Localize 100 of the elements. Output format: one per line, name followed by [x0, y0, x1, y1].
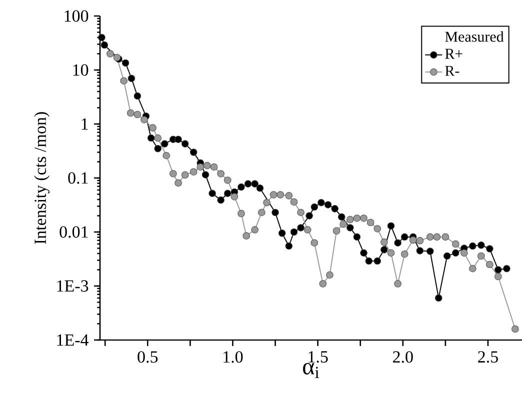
point: [434, 294, 442, 302]
point: [442, 233, 450, 241]
point: [346, 224, 354, 232]
point: [340, 220, 347, 228]
point: [346, 216, 354, 224]
point: [478, 252, 485, 260]
point: [174, 179, 182, 187]
point: [426, 248, 434, 255]
point: [258, 208, 266, 216]
point: [122, 59, 130, 67]
point: [190, 148, 198, 156]
y-tick-label: 1E-3: [57, 280, 88, 292]
point: [360, 214, 368, 222]
point: [134, 110, 142, 118]
y-tick-label: 10: [73, 64, 88, 76]
point: [353, 214, 361, 222]
point: [494, 272, 502, 280]
point: [433, 233, 441, 241]
point: [297, 224, 304, 232]
y-tick-label: 1: [82, 118, 88, 130]
point: [380, 246, 388, 254]
point: [319, 280, 327, 288]
point: [353, 233, 361, 241]
point: [374, 257, 382, 265]
point: [460, 249, 468, 257]
point: [338, 213, 346, 221]
point: [244, 180, 252, 188]
point: [469, 264, 476, 272]
point: [297, 208, 304, 216]
point: [409, 236, 417, 244]
point: [217, 196, 224, 204]
point: [190, 168, 198, 176]
point: [416, 247, 424, 254]
point: [181, 140, 189, 148]
point: [366, 218, 374, 226]
y-axis-title: Intensity (cts /mon): [34, 112, 50, 244]
point: [512, 325, 519, 333]
point: [278, 230, 286, 237]
point: [469, 242, 476, 250]
point: [174, 136, 182, 143]
point: [310, 203, 318, 211]
point: [147, 134, 155, 142]
y-tick-label: 100: [64, 10, 88, 22]
point: [251, 226, 258, 234]
legend-title: Measured: [445, 31, 504, 42]
point: [494, 266, 502, 274]
point: [387, 249, 395, 257]
point: [238, 210, 245, 218]
point: [416, 237, 424, 244]
point: [486, 260, 494, 268]
point: [478, 242, 485, 249]
x-tick-label: 1.0: [224, 351, 243, 363]
point: [270, 191, 278, 198]
point: [128, 74, 136, 82]
point: [140, 116, 148, 124]
point: [134, 92, 142, 100]
point: [285, 242, 293, 250]
point: [272, 208, 279, 216]
y-tick-label: 0.01: [60, 226, 88, 238]
point: [360, 249, 368, 257]
point: [443, 252, 451, 260]
point: [276, 191, 284, 198]
x-tick-label: 0.5: [138, 351, 158, 363]
point: [106, 50, 114, 58]
point: [387, 222, 395, 230]
point: [256, 184, 264, 192]
point: [210, 163, 218, 171]
point: [98, 34, 106, 42]
point: [365, 257, 373, 265]
point: [486, 245, 494, 252]
point: [251, 180, 258, 188]
point: [204, 162, 211, 170]
point: [238, 183, 245, 191]
point: [400, 250, 408, 258]
point: [324, 201, 332, 208]
point: [154, 144, 162, 152]
point: [331, 205, 338, 212]
point: [290, 228, 298, 236]
point: [503, 264, 510, 272]
point: [217, 170, 224, 178]
point: [326, 271, 334, 279]
point: [374, 225, 382, 232]
point: [230, 193, 238, 200]
point: [304, 226, 312, 234]
point: [318, 198, 325, 206]
point: [120, 77, 128, 84]
point: [196, 163, 204, 171]
legend-label: R-: [445, 66, 460, 76]
point: [285, 192, 293, 200]
x-tick-label: 2.0: [393, 351, 413, 363]
point: [126, 109, 134, 117]
point: [162, 152, 170, 160]
x-tick-label: 2.5: [478, 351, 498, 363]
point: [161, 140, 168, 148]
point: [224, 176, 232, 184]
point: [242, 232, 250, 240]
point: [181, 171, 189, 179]
point: [290, 198, 298, 206]
point: [170, 170, 177, 178]
point: [224, 190, 232, 197]
